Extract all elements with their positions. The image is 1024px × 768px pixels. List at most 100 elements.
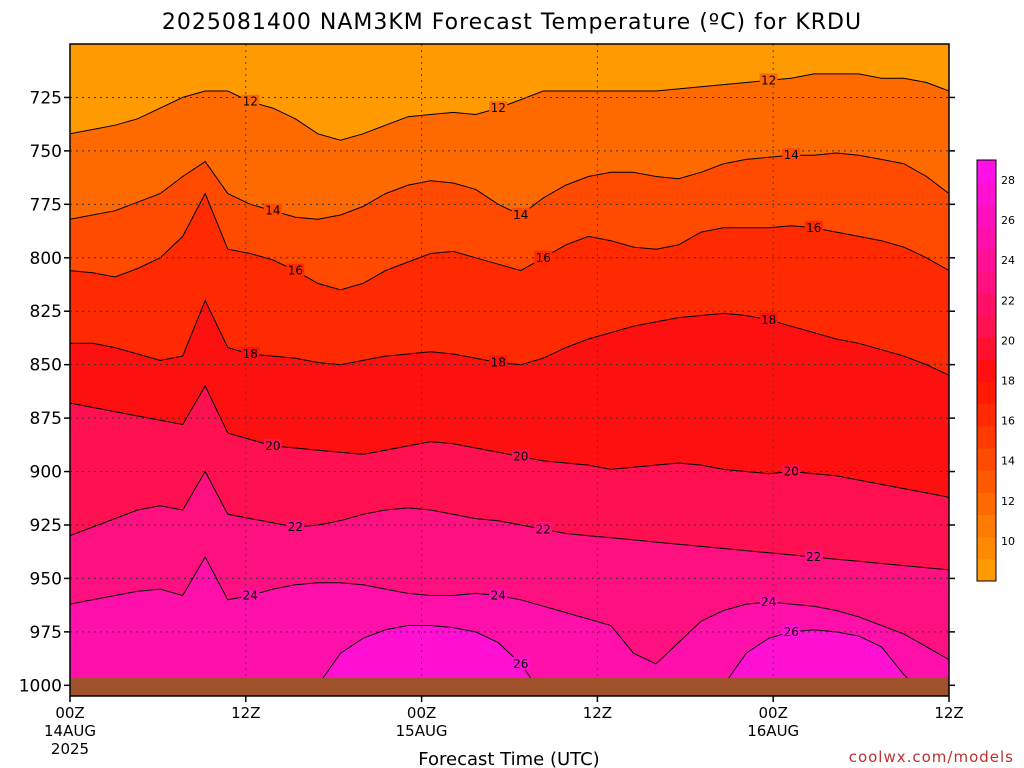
- plot-area: 12 12 12 14 14 14 16 16 16 18 18 18 20 20 20 22 22 22 24 24…: [70, 44, 949, 696]
- colorbar-swatch: [977, 182, 996, 205]
- contour-label-20: 20: [513, 450, 528, 464]
- x-tick-label: 12Z: [934, 704, 963, 722]
- contour-label-20: 20: [265, 439, 280, 453]
- contour-lines: [70, 73, 949, 696]
- contour-label-bg: [782, 464, 801, 478]
- chart-title: 2025081400 NAM3KM Forecast Temperature (…: [162, 10, 862, 35]
- contour-label-bg: [511, 208, 530, 222]
- contour-label-14: 14: [513, 208, 528, 222]
- contour-label-bg: [286, 520, 305, 534]
- y-tick-label: 900: [30, 463, 62, 483]
- contour-label-bg: [286, 263, 305, 277]
- ground-surface: [70, 678, 949, 696]
- contour-label-24: 24: [243, 589, 258, 603]
- colorbar-swatch: [977, 448, 996, 471]
- colorbar-swatch: [977, 381, 996, 405]
- contour-label-bg: [241, 94, 260, 108]
- x-tick-year: 2025: [51, 740, 89, 758]
- y-tick-label: 800: [30, 249, 62, 269]
- x-tick-date: 15AUG: [396, 722, 448, 740]
- contour-label-bg: [489, 101, 508, 115]
- colorbar-swatch: [977, 558, 996, 582]
- colorbar-swatch: [977, 536, 996, 560]
- contour-label-24: 24: [491, 589, 506, 603]
- contour-label-24: 24: [761, 595, 776, 609]
- y-tick-label: 850: [30, 356, 62, 376]
- contour-label-18: 18: [761, 313, 776, 327]
- y-tick-label: 725: [30, 88, 62, 108]
- contour-label-12: 12: [491, 101, 506, 115]
- colorbar-tick-label: 14: [1001, 455, 1015, 468]
- contour-label-16: 16: [288, 264, 303, 278]
- x-tick-label: 12Z: [583, 704, 612, 722]
- colorbar-tick-label: 16: [1001, 415, 1015, 428]
- y-tick-label: 975: [30, 623, 62, 643]
- x-tick-label: 12Z: [231, 704, 260, 722]
- y-tick-label: 1000: [19, 676, 62, 696]
- colorbar-swatch: [977, 403, 996, 427]
- y-tick-label: 775: [30, 195, 62, 215]
- y-tick-label: 925: [30, 516, 62, 536]
- colorbar-swatch: [977, 204, 996, 227]
- contour-22: [70, 470, 949, 571]
- y-tick-label: 825: [30, 302, 62, 322]
- contour-label-bg: [241, 588, 260, 602]
- contour-label-14: 14: [784, 148, 799, 162]
- contour-24: [70, 555, 949, 665]
- contour-label-22: 22: [536, 522, 551, 536]
- colorbar-tick-label: 18: [1001, 375, 1015, 388]
- colorbar-swatch: [977, 359, 996, 383]
- contour-label-bg: [804, 550, 823, 564]
- colorbar-swatch: [977, 315, 996, 338]
- y-tick-label: 950: [30, 569, 62, 589]
- colorbar-tick-label: 22: [1001, 294, 1015, 307]
- contour-label-bg: [534, 522, 553, 536]
- y-tick-label: 875: [30, 409, 62, 429]
- contour-18: [70, 299, 949, 376]
- temperature-bands: [70, 73, 949, 696]
- contour-label-bg: [489, 355, 508, 369]
- colorbar-swatch: [977, 292, 996, 316]
- x-axis-label: Forecast Time (UTC): [418, 749, 599, 768]
- contour-label-12: 12: [761, 73, 776, 87]
- colorbar-tick-label: 24: [1001, 254, 1015, 267]
- contour-label-bg: [804, 220, 823, 234]
- y-axis: 725 750 775 800 825 850 875 900 925 950 975 1000: [19, 88, 955, 696]
- x-tick-label: 00Z: [759, 704, 788, 722]
- contour-14: [70, 152, 949, 220]
- colorbar-tick-label: 20: [1001, 334, 1015, 347]
- contour-label-bg: [759, 73, 778, 87]
- colorbar-swatch: [977, 425, 996, 449]
- colorbar-tick-label: 12: [1001, 495, 1015, 508]
- contour-label-bg: [511, 656, 530, 670]
- colorbar-swatch: [977, 492, 996, 516]
- contour-16: [70, 192, 949, 291]
- colorbar-tick-label: 10: [1001, 535, 1015, 548]
- contour-label-16: 16: [806, 221, 821, 235]
- contour-label-bg: [489, 588, 508, 602]
- band-24: [70, 557, 949, 696]
- contour-label-26: 26: [513, 657, 528, 671]
- contour-label-22: 22: [288, 520, 303, 534]
- colorbar-tick-label: 28: [1001, 174, 1015, 187]
- contour-12: [70, 73, 949, 141]
- contour-label-16: 16: [536, 251, 551, 265]
- colorbar: 10 12 14 16 18 20 22 24 26 28: [976, 159, 1015, 582]
- contour-label-bg: [534, 250, 553, 264]
- colorbar-swatch: [977, 337, 996, 360]
- credit-link[interactable]: coolwx.com/models: [849, 748, 1014, 766]
- contour-label-18: 18: [243, 347, 258, 361]
- colorbar-swatch: [977, 270, 996, 294]
- contour-label-bg: [263, 438, 282, 452]
- colorbar-swatch: [977, 514, 996, 538]
- contour-labels: 12 12 12 14 14 14 16 16 16 18 18 18 20 20 20 22 22 22 24 24…: [241, 73, 823, 671]
- contour-label-bg: [759, 594, 778, 608]
- y-tick-label: 750: [30, 142, 62, 162]
- plot-frame: [69, 43, 950, 697]
- contour-label-bg: [782, 624, 801, 638]
- colorbar-swatch: [977, 470, 996, 493]
- contour-20: [70, 384, 949, 498]
- contour-label-bg: [759, 312, 778, 326]
- colorbar-tick-label: 26: [1001, 214, 1015, 227]
